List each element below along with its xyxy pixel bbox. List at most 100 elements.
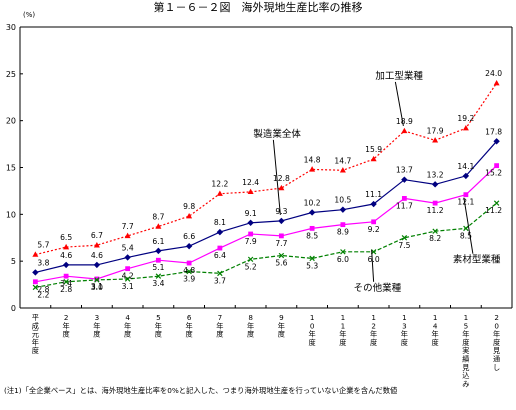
- x-tick-label-char: 0: [310, 321, 315, 330]
- data-point: [494, 163, 500, 169]
- x-tick-label-char: 度: [370, 338, 377, 347]
- data-label: 6.4: [214, 251, 226, 260]
- x-tick-label-char: 1: [341, 313, 346, 322]
- data-point: [463, 225, 469, 232]
- data-label: 6.0: [337, 255, 349, 264]
- data-label: 8.1: [214, 218, 226, 227]
- data-label: 17.8: [485, 127, 502, 136]
- data-label: 11.1: [365, 190, 382, 199]
- x-tick-label-char: 1: [371, 313, 376, 322]
- data-label: 7.9: [245, 237, 257, 246]
- data-point: [93, 261, 101, 269]
- series-line: [35, 165, 498, 283]
- data-point: [63, 243, 70, 250]
- data-point: [247, 188, 254, 195]
- x-tick-label-char: 平: [32, 313, 39, 322]
- data-label: 7.7: [275, 239, 287, 248]
- x-tick-label-char: 6: [187, 313, 192, 322]
- data-point: [216, 228, 224, 236]
- x-tick-label-char: 2: [371, 321, 376, 330]
- chart-title: 第１－６－２図 海外現地生産比率の推移: [154, 0, 363, 14]
- data-point: [248, 231, 254, 237]
- x-tick-label-char: 3: [402, 321, 407, 330]
- data-label: 5.2: [245, 262, 257, 271]
- data-label: 8.9: [337, 228, 349, 237]
- data-point: [94, 276, 100, 282]
- data-point: [217, 270, 223, 277]
- x-tick-label-char: 年: [247, 321, 254, 330]
- data-label: 3.9: [183, 274, 195, 283]
- y-tick-label: 0: [11, 304, 16, 313]
- data-label: 15.2: [485, 169, 502, 178]
- footnote: (注1)「全企業ベース」とは、海外現地生産比率を0%と記入した、つまり海外現地生…: [4, 386, 397, 395]
- x-tick-label-char: 7: [218, 313, 223, 322]
- data-label: 8.7: [152, 213, 164, 222]
- x-tick-label-char: 度: [216, 330, 223, 339]
- data-point: [339, 167, 346, 173]
- x-tick-label-char: 1: [464, 313, 469, 322]
- x-tick-label-char: 5: [156, 313, 161, 322]
- annotation-label: 製造業全体: [253, 128, 301, 140]
- data-point: [462, 172, 470, 180]
- data-point: [401, 196, 407, 201]
- data-point: [493, 200, 500, 206]
- data-label: 4.6: [60, 251, 72, 260]
- x-tick-label-char: し: [493, 363, 500, 372]
- data-point: [278, 217, 285, 225]
- data-label: 19.2: [457, 114, 474, 123]
- x-tick-label-char: 度: [63, 330, 70, 339]
- x-tick-label-char: 年: [93, 321, 100, 330]
- annotation-label: 素材型業種: [453, 254, 501, 266]
- data-point: [32, 251, 39, 257]
- data-label: 14.8: [304, 155, 321, 164]
- x-tick-label-char: 2: [494, 313, 499, 322]
- value-labels: 5.7 6.5 6.7 7.7 8.7 9.8 12.2 12.4 12.8 14.8 14.7 15…: [37, 69, 502, 299]
- data-label: 13.2: [427, 170, 444, 179]
- data-label: 11.2: [485, 206, 502, 215]
- data-label: 9.3: [275, 207, 287, 216]
- x-tick-label-char: 1: [433, 313, 438, 322]
- x-tick-label-char: 度: [93, 330, 100, 339]
- data-point: [278, 233, 284, 239]
- data-label: 9.8: [183, 202, 195, 211]
- x-tick-label-char: 通: [493, 355, 500, 364]
- data-point: [155, 247, 162, 255]
- x-tick-label-char: 見: [462, 363, 469, 372]
- x-tick-label-char: 年: [278, 321, 285, 330]
- x-tick-label-char: 4: [125, 313, 130, 322]
- x-tick-label-char: み: [462, 379, 469, 388]
- data-label: 3.7: [214, 276, 226, 285]
- data-point: [32, 269, 39, 276]
- x-tick-label-char: 年: [432, 330, 439, 339]
- data-label: 13.7: [396, 166, 413, 175]
- x-tick-label-char: 度: [278, 330, 285, 339]
- x-tick-label-char: 2: [64, 313, 69, 322]
- annotation-leader: [394, 81, 404, 127]
- x-tick-label-char: 年: [493, 330, 500, 339]
- x-tick-label-char: 度: [432, 338, 439, 347]
- data-point: [401, 235, 408, 241]
- data-label: 4.8: [183, 266, 195, 275]
- x-tick-label-char: 元: [32, 330, 39, 339]
- x-tick-label-char: 1: [402, 313, 407, 322]
- data-point: [63, 279, 69, 285]
- x-tick-label-char: 年: [309, 330, 316, 339]
- x-tick-label-char: 4: [433, 321, 438, 330]
- x-tick-label-char: 年: [155, 321, 162, 330]
- data-point: [309, 225, 315, 231]
- x-tick-label-char: 込: [462, 371, 469, 380]
- data-label: 2.2: [37, 290, 49, 299]
- y-tick-label: 30: [6, 23, 16, 32]
- data-point: [308, 209, 316, 216]
- data-label: 3.8: [37, 258, 49, 267]
- data-point: [401, 127, 408, 134]
- data-label: 9.1: [245, 209, 257, 218]
- data-label: 4.6: [91, 251, 103, 260]
- annotation-leader: [371, 249, 375, 282]
- data-label: 10.5: [334, 196, 351, 205]
- data-point: [94, 277, 100, 283]
- data-label: 3.0: [91, 283, 103, 292]
- y-axis-label: (%): [23, 11, 35, 19]
- x-tick-label-char: 度: [309, 338, 316, 347]
